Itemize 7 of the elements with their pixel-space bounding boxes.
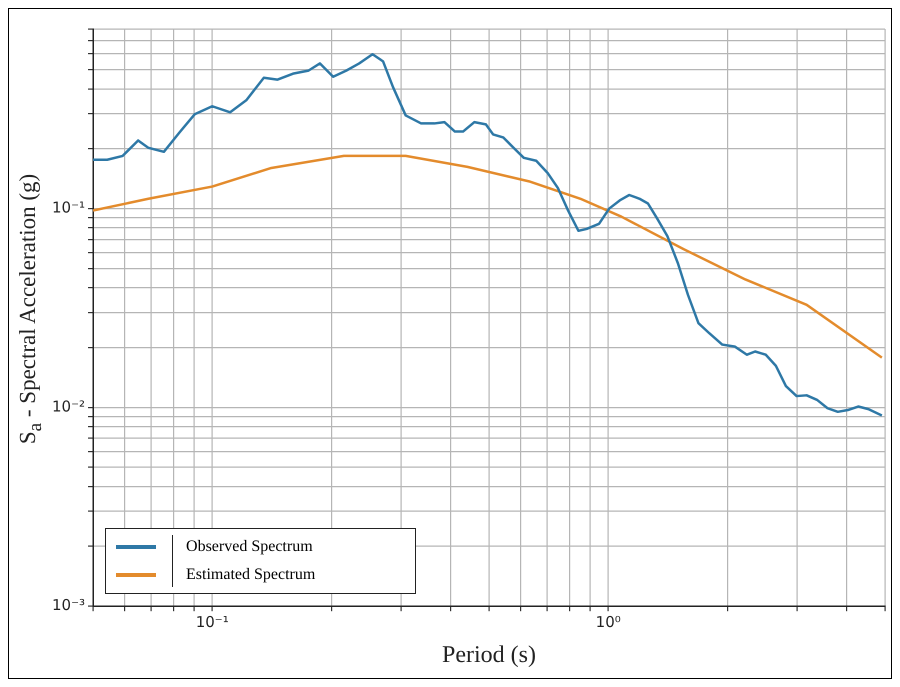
x-tick-label: 10⁰ (596, 613, 621, 632)
x-axis-title: Period (s) (442, 642, 536, 668)
legend-label: Observed Spectrum (186, 537, 314, 558)
y-tick-label: 10⁻³ (52, 596, 86, 614)
legend-label: Estimated Spectrum (186, 565, 316, 586)
y-tick-label: 10⁻¹ (52, 198, 86, 216)
y-tick-label: 10⁻² (52, 397, 86, 416)
